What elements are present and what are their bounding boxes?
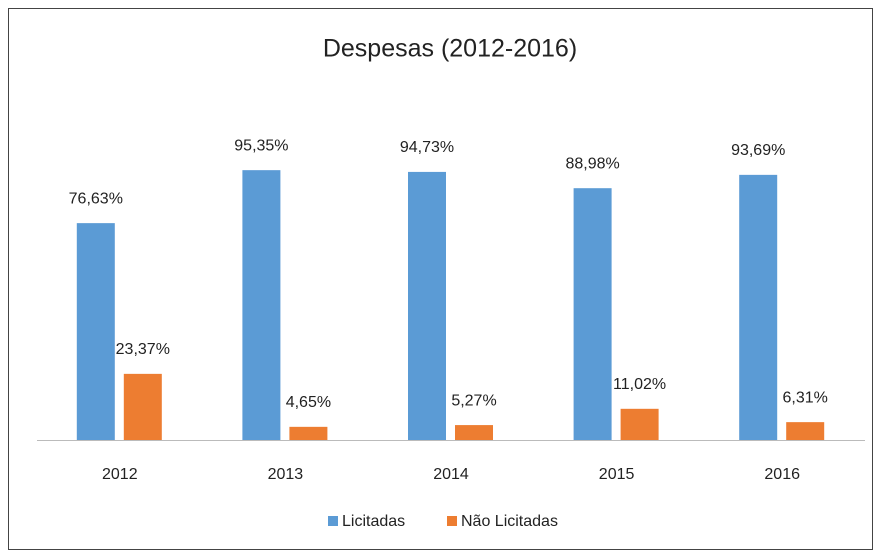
x-tick-label: 2012 <box>102 466 138 483</box>
legend-swatch <box>447 516 457 526</box>
x-tick-label: 2015 <box>599 466 635 483</box>
bar <box>289 426 328 440</box>
bar <box>739 174 778 440</box>
legend-swatch <box>328 516 338 526</box>
bar <box>123 373 162 440</box>
bar <box>76 223 115 440</box>
legend-label: Licitadas <box>342 513 405 530</box>
data-label: 76,63% <box>69 190 123 207</box>
data-label: 93,69% <box>731 142 785 159</box>
x-tick-label: 2014 <box>433 466 469 483</box>
data-label: 6,31% <box>783 389 828 406</box>
data-label: 4,65% <box>286 394 331 411</box>
x-tick-label: 2013 <box>268 466 304 483</box>
data-label: 95,35% <box>234 137 288 154</box>
data-label: 11,02% <box>613 376 666 393</box>
x-tick-label: 2016 <box>764 466 800 483</box>
bar <box>573 188 612 440</box>
chart-title: Despesas (2012-2016) <box>323 35 577 63</box>
bar <box>242 170 281 441</box>
bar <box>786 422 825 440</box>
data-label: 94,73% <box>400 139 454 156</box>
bar <box>455 425 493 440</box>
data-label: 5,27% <box>451 392 496 409</box>
bar <box>408 171 446 440</box>
data-label: 23,37% <box>116 341 170 358</box>
data-label: 88,98% <box>565 155 619 172</box>
legend-label: Não Licitadas <box>461 513 558 530</box>
bar <box>620 408 659 440</box>
